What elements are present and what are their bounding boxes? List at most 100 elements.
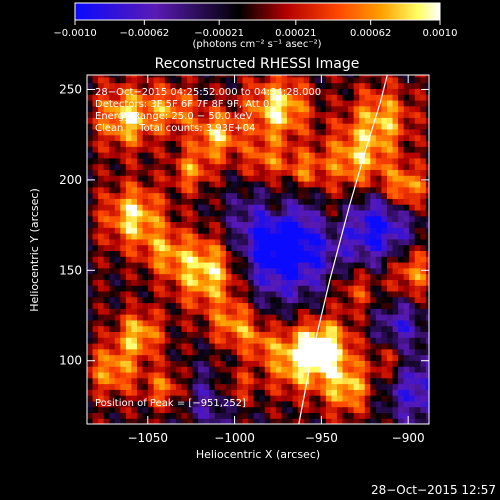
heatmap-cell (170, 111, 177, 118)
heatmap-cell (381, 227, 388, 234)
heatmap-cell (225, 325, 233, 333)
heatmap-cell (92, 215, 99, 223)
heatmap-cell (398, 400, 405, 408)
heatmap-cell (309, 123, 316, 130)
heatmap-cell (92, 123, 99, 130)
heatmap-cell (375, 314, 383, 321)
heatmap-cell (414, 157, 421, 165)
heatmap-cell (398, 215, 405, 223)
heatmap-cell (314, 377, 321, 385)
heatmap-cell (220, 395, 227, 402)
heatmap-cell (264, 366, 271, 373)
heatmap-cell (109, 233, 116, 240)
heatmap-cell (264, 342, 271, 350)
heatmap-cell (320, 279, 327, 286)
heatmap-cell (364, 412, 371, 419)
heatmap-cell (131, 117, 138, 124)
heatmap-cell (425, 238, 429, 246)
heatmap-cell (348, 175, 355, 182)
heatmap-cell (409, 117, 416, 124)
heatmap-cell (309, 285, 316, 292)
heatmap-cell (225, 163, 233, 170)
heatmap-cell (286, 256, 294, 263)
heatmap-cell (187, 152, 194, 159)
heatmap-cell (187, 88, 194, 95)
heatmap-cell (331, 302, 338, 309)
heatmap-cell (98, 128, 105, 136)
heatmap-cell (214, 273, 221, 280)
heatmap-cell (120, 175, 127, 182)
heatmap-cell (220, 279, 227, 286)
heatmap-cell (248, 111, 255, 118)
heatmap-cell (181, 94, 188, 101)
heatmap-cell (120, 192, 127, 199)
heatmap-cell (409, 371, 416, 379)
heatmap-cell (103, 244, 110, 252)
heatmap-cell (336, 348, 344, 356)
heatmap-cell (248, 117, 255, 124)
heatmap-cell (259, 82, 266, 89)
heatmap-cell (192, 204, 199, 211)
heatmap-cell (253, 157, 260, 165)
heatmap-cell (259, 180, 266, 188)
heatmap-cell (181, 261, 188, 269)
heatmap-cell (198, 325, 205, 333)
heatmap-cell (203, 325, 210, 333)
heatmap-cell (309, 256, 316, 263)
heatmap-cell (414, 250, 421, 257)
heatmap-cell (170, 250, 177, 257)
heatmap-cell (192, 209, 199, 217)
heatmap-cell (309, 88, 316, 95)
heatmap-cell (259, 244, 266, 252)
heatmap-cell (203, 163, 210, 170)
heatmap-cell (309, 302, 316, 309)
heatmap-cell (264, 290, 271, 298)
heatmap-cell (231, 238, 238, 246)
heatmap-cell (192, 134, 199, 142)
heatmap-cell (259, 314, 266, 321)
heatmap-cell (270, 400, 277, 408)
heatmap-cell (159, 267, 166, 275)
heatmap-cell (270, 76, 277, 84)
heatmap-cell (87, 360, 94, 367)
heatmap-cell (331, 337, 338, 344)
heatmap-cell (142, 371, 149, 379)
heatmap-cell (98, 134, 105, 142)
heatmap-cell (420, 238, 427, 246)
heatmap-cell (170, 371, 177, 379)
heatmap-cell (381, 290, 388, 298)
heatmap-cell (275, 273, 283, 280)
heatmap-cell (220, 314, 227, 321)
heatmap-cell (298, 267, 305, 275)
heatmap-cell (281, 75, 288, 78)
heatmap-cell (292, 209, 299, 217)
heatmap-cell (131, 221, 138, 228)
heatmap-cell (236, 290, 244, 298)
heatmap-cell (175, 342, 183, 350)
heatmap-cell (414, 290, 421, 298)
heatmap-cell (336, 371, 344, 379)
heatmap-cell (187, 406, 194, 414)
heatmap-cell (192, 117, 199, 124)
heatmap-cell (409, 389, 416, 396)
heatmap-cell (375, 296, 383, 304)
heatmap-cell (181, 134, 188, 142)
heatmap-cell (142, 273, 149, 280)
heatmap-cell (398, 256, 405, 263)
heatmap-cell (187, 221, 194, 228)
heatmap-cell (164, 296, 171, 304)
heatmap-cell (87, 233, 94, 240)
heatmap-cell (375, 250, 383, 257)
heatmap-cell (281, 192, 288, 199)
heatmap-cell (98, 395, 105, 402)
heatmap-cell (153, 134, 160, 142)
heatmap-cell (359, 88, 366, 95)
heatmap-cell (148, 215, 155, 223)
heatmap-cell (103, 169, 110, 176)
heatmap-cell (109, 204, 116, 211)
heatmap-cell (214, 342, 221, 350)
heatmap-cell (275, 75, 283, 78)
heatmap-cell (209, 348, 216, 356)
heatmap-cell (309, 117, 316, 124)
heatmap-cell (281, 105, 288, 113)
